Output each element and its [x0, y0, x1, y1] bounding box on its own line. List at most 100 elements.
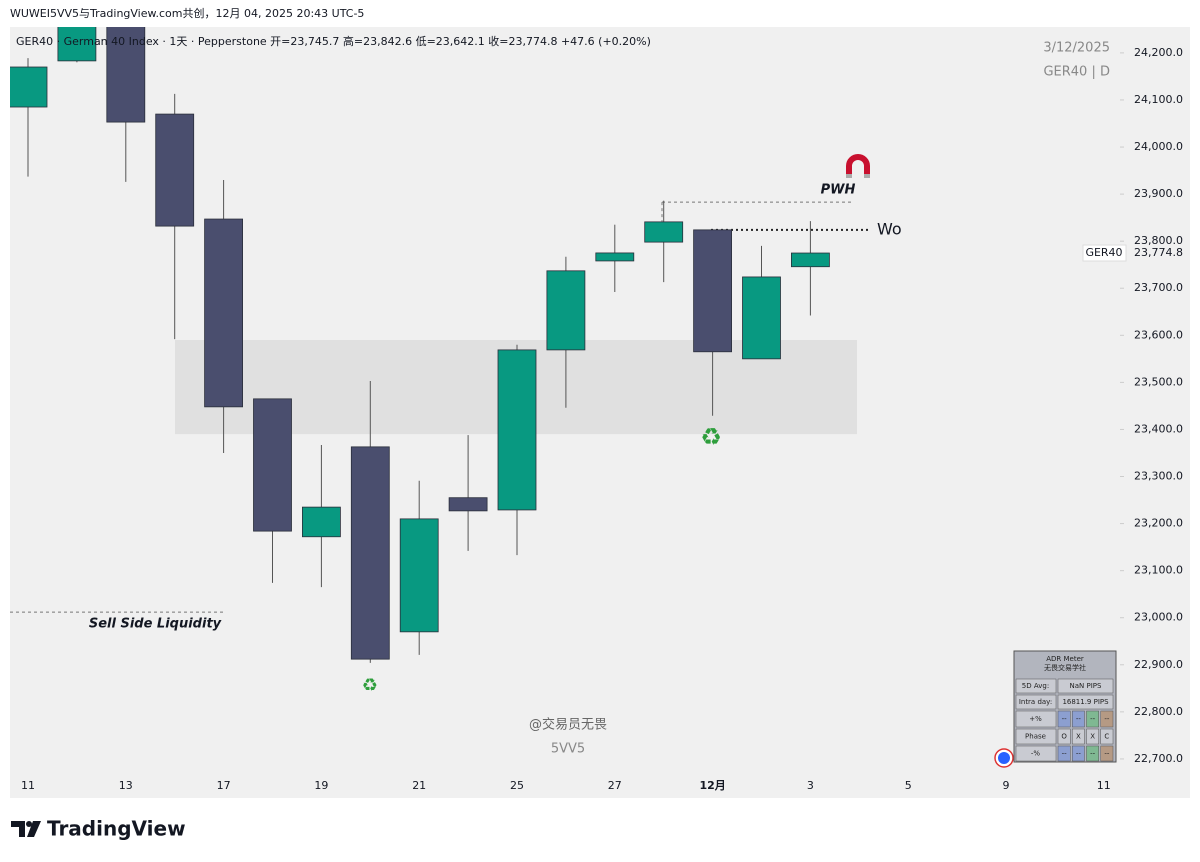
candle-body: [742, 276, 781, 360]
candle-body: [10, 66, 48, 108]
y-tick-label: 24,000.0: [1134, 140, 1183, 153]
adr-cell: [1100, 710, 1114, 728]
adr-row-label: Intra day:: [1019, 698, 1052, 706]
adr-row-label: 5D Avg:: [1022, 682, 1049, 690]
candle-body: [57, 27, 97, 62]
adr-row-label: +%: [1029, 715, 1042, 723]
candle-body: [791, 252, 830, 268]
plot-area: [10, 27, 870, 663]
y-tick-label: 23,900.0: [1134, 187, 1183, 200]
adr-cell-text: --: [1090, 750, 1096, 758]
adr-cell-text: 16811.9 PIPS: [1062, 698, 1109, 706]
adr-cell: [1015, 694, 1057, 710]
adr-cell: [1072, 745, 1085, 762]
x-tick-label: 19: [314, 779, 328, 792]
y-tick-label: 23,600.0: [1134, 328, 1183, 341]
candle-body: [399, 518, 439, 633]
candle-body: [155, 113, 195, 227]
level-label: PWH: [821, 183, 856, 198]
y-tick-label: 23,100.0: [1134, 564, 1183, 577]
adr-cell: [1057, 745, 1071, 762]
y-tick-label: 23,500.0: [1134, 375, 1183, 388]
x-tick-label: 5: [905, 779, 912, 792]
level-label: Wo: [877, 219, 902, 238]
adr-cell-text: --: [1076, 715, 1082, 723]
x-tick-label: 11: [1097, 779, 1111, 792]
y-tick-label: 22,900.0: [1134, 658, 1183, 671]
adr-subtitle: 无畏交易学社: [1044, 663, 1086, 672]
candle-body: [106, 27, 146, 123]
candle-body: [595, 252, 635, 262]
adr-cell: [1086, 710, 1099, 728]
recycle-icon: ♻: [700, 423, 722, 451]
y-tick-label: 24,100.0: [1134, 93, 1183, 106]
candle-body: [350, 446, 390, 660]
adr-cell: [1015, 710, 1057, 728]
y-tick-label: 23,400.0: [1134, 422, 1183, 435]
watermark: @交易员无畏: [529, 717, 607, 733]
y-tick-label: 23,700.0: [1134, 281, 1183, 294]
y-tick-label: 23,800.0: [1134, 234, 1183, 247]
magnet-icon: [846, 154, 870, 178]
brand-name: TradingView: [47, 817, 186, 841]
price-tag-value: 23,774.8: [1134, 246, 1183, 259]
adr-cell: [1057, 678, 1114, 694]
x-tick-label: 3: [807, 779, 814, 792]
y-tick-label: 23,200.0: [1134, 517, 1183, 530]
adr-row-label: -%: [1031, 750, 1041, 758]
adr-cell-text: X: [1090, 733, 1095, 741]
x-tick-label: 12月: [699, 779, 725, 792]
x-tick-label: 25: [510, 779, 524, 792]
adr-cell: [1086, 745, 1099, 762]
adr-cell: [1015, 745, 1057, 762]
x-tick-label: 13: [119, 779, 133, 792]
adr-cell: [1057, 728, 1071, 745]
price-tag-symbol-text: GER40: [1085, 246, 1122, 259]
adr-row-label: Phase: [1025, 733, 1046, 741]
adr-cell-text: --: [1104, 715, 1110, 723]
candle-body: [644, 221, 684, 243]
legend-text: GER40 · German 40 Index · 1天 · Peppersto…: [16, 34, 651, 48]
candle-body: [301, 506, 341, 538]
replay-icon: [994, 748, 1014, 768]
y-tick-label: 22,700.0: [1134, 752, 1183, 765]
y-tick-label: 24,200.0: [1134, 46, 1183, 59]
adr-cell: [1015, 678, 1057, 694]
y-tick-label: 22,800.0: [1134, 705, 1183, 718]
candle-body: [204, 218, 244, 408]
brand-logo: [11, 821, 41, 837]
x-tick-label: 9: [1003, 779, 1010, 792]
y-tick-label: 23,000.0: [1134, 611, 1183, 624]
adr-cell: [1057, 694, 1114, 710]
adr-cell: [1072, 710, 1085, 728]
header-title: WUWEI5VV5与TradingView.com共创，12月 04, 2025…: [10, 7, 364, 20]
level-label: Sell Side Liquidity: [89, 617, 222, 632]
y-tick-label: 23,300.0: [1134, 470, 1183, 483]
adr-cell-text: --: [1062, 715, 1068, 723]
adr-cell-text: --: [1076, 750, 1082, 758]
adr-cell-text: --: [1090, 715, 1096, 723]
adr-cell-text: --: [1104, 750, 1110, 758]
symbol-label: GER40 | D: [1043, 65, 1110, 80]
candle-body: [253, 398, 292, 532]
candle-body: [448, 497, 488, 512]
adr-cell-text: O: [1061, 733, 1067, 741]
candle-body: [546, 270, 586, 351]
adr-cell-text: X: [1076, 733, 1081, 741]
x-tick-label: 21: [412, 779, 426, 792]
x-tick-label: 17: [217, 779, 231, 792]
candle-body: [497, 349, 537, 511]
x-tick-label: 27: [608, 779, 622, 792]
date-label: 3/12/2025: [1043, 41, 1110, 56]
price-tag-symbol: [1082, 244, 1127, 262]
adr-cell: [1086, 728, 1099, 745]
adr-cell: [1015, 728, 1057, 745]
adr-cell: [1100, 745, 1114, 762]
adr-title: ADR Meter: [1046, 655, 1084, 663]
adr-cell-text: NaN PIPS: [1070, 682, 1102, 690]
adr-cell: [1057, 710, 1071, 728]
candle-body: [693, 229, 732, 353]
